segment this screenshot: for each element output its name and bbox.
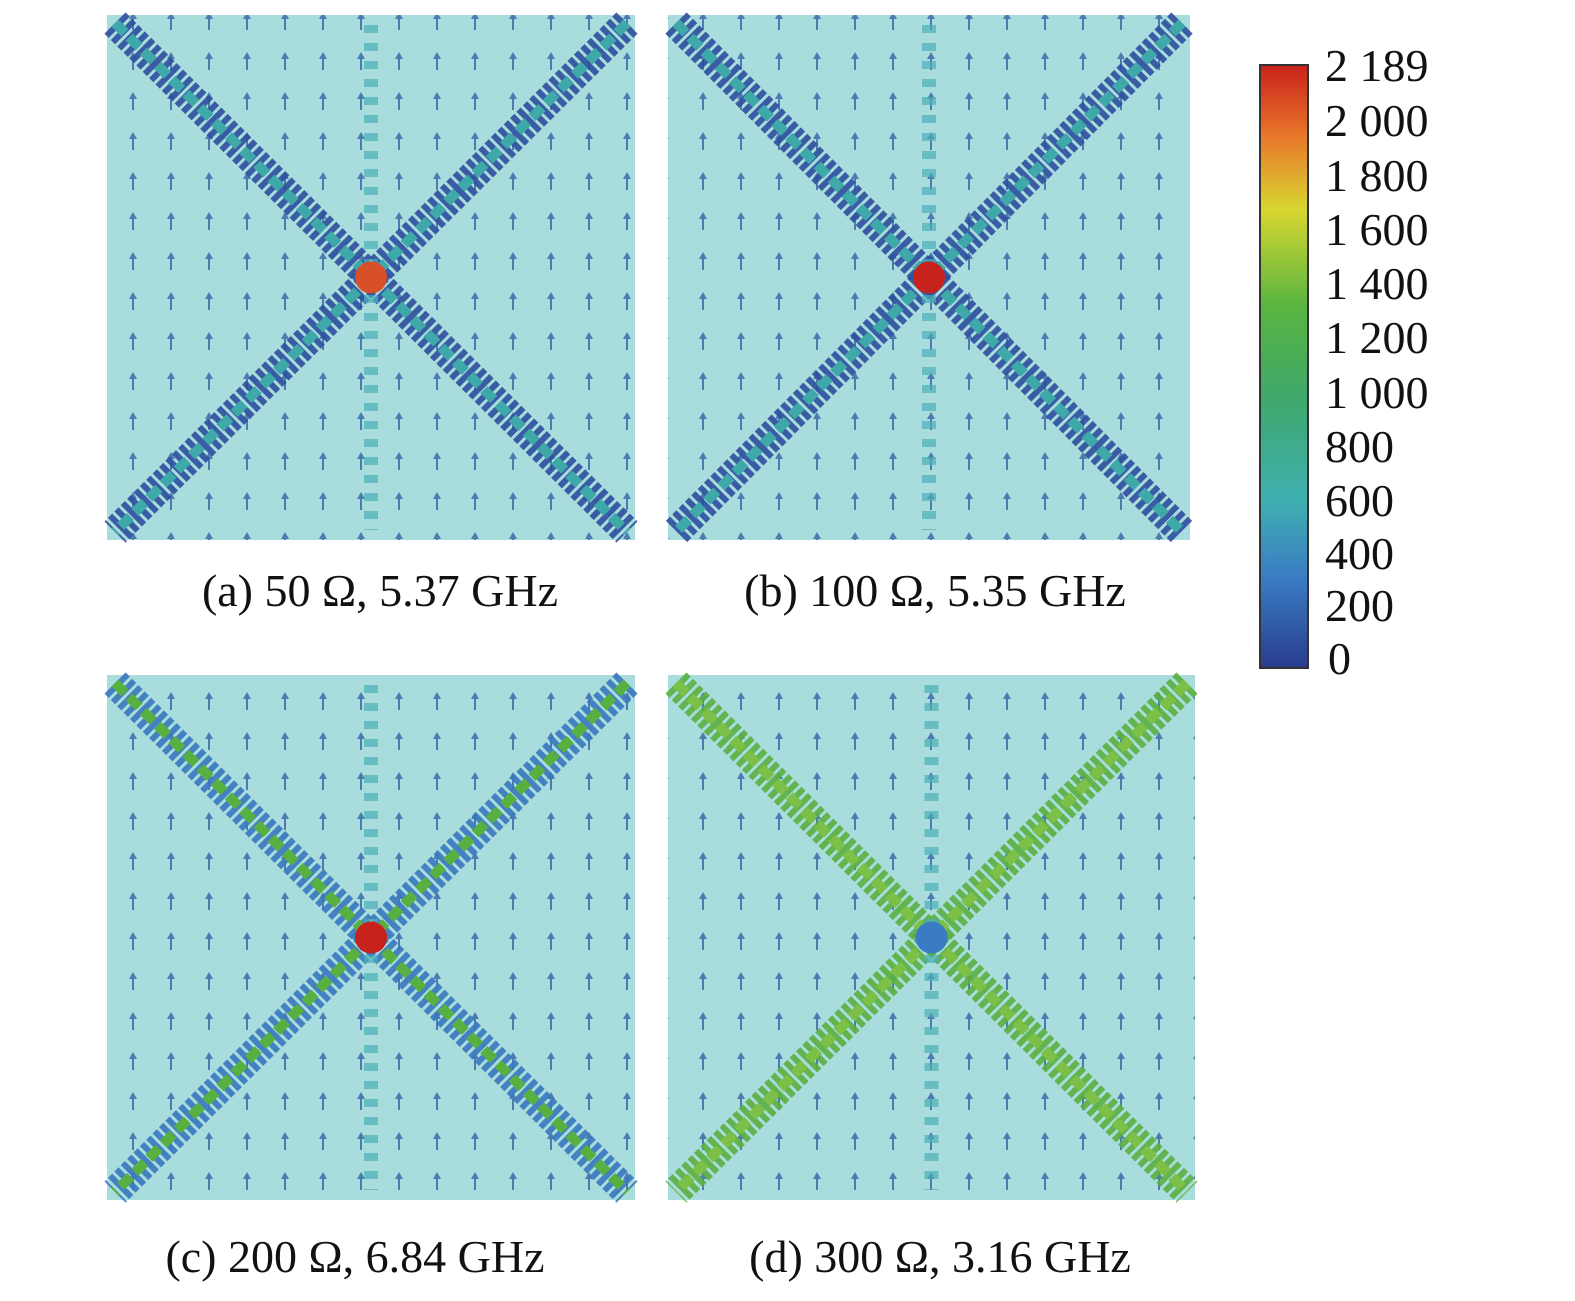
- feed-point: [355, 921, 387, 954]
- panel: [104, 672, 638, 1203]
- feed-point: [355, 261, 387, 294]
- colorbar-label: 0: [1328, 633, 1351, 684]
- panel: [665, 12, 1193, 543]
- panels: (a) 50 Ω, 5.37 GHz (b) 100 Ω, 5.35 GHz (c)…: [104, 12, 1198, 1282]
- colorbar-label: 600: [1325, 475, 1394, 526]
- colorbar: [1259, 64, 1309, 669]
- panel: [665, 672, 1198, 1203]
- colorbar-label: 400: [1325, 528, 1394, 579]
- panel-caption: (b) 100 Ω, 5.35 GHz: [744, 565, 1126, 616]
- current-band: [665, 12, 1193, 543]
- colorbar-label: 1 200: [1325, 312, 1429, 363]
- colorbar-label: 2 189: [1325, 40, 1429, 91]
- panel-caption: (c) 200 Ω, 6.84 GHz: [165, 1231, 544, 1282]
- panel: [104, 12, 638, 543]
- feed-point: [913, 261, 945, 294]
- colorbar-label: 800: [1325, 421, 1394, 472]
- colorbar-label: 200: [1325, 580, 1394, 631]
- panel-caption: (a) 50 Ω, 5.37 GHz: [202, 565, 558, 616]
- colorbar-label: 2 000: [1325, 95, 1429, 146]
- colorbar-label: 1 400: [1325, 258, 1429, 309]
- colorbar-label: 1 800: [1325, 150, 1429, 201]
- panel-caption: (d) 300 Ω, 3.16 GHz: [749, 1231, 1131, 1282]
- colorbar-label: 1 600: [1325, 204, 1429, 255]
- colorbar-label: 1 000: [1325, 367, 1429, 418]
- feed-point: [915, 921, 948, 954]
- current-band: [665, 12, 1193, 543]
